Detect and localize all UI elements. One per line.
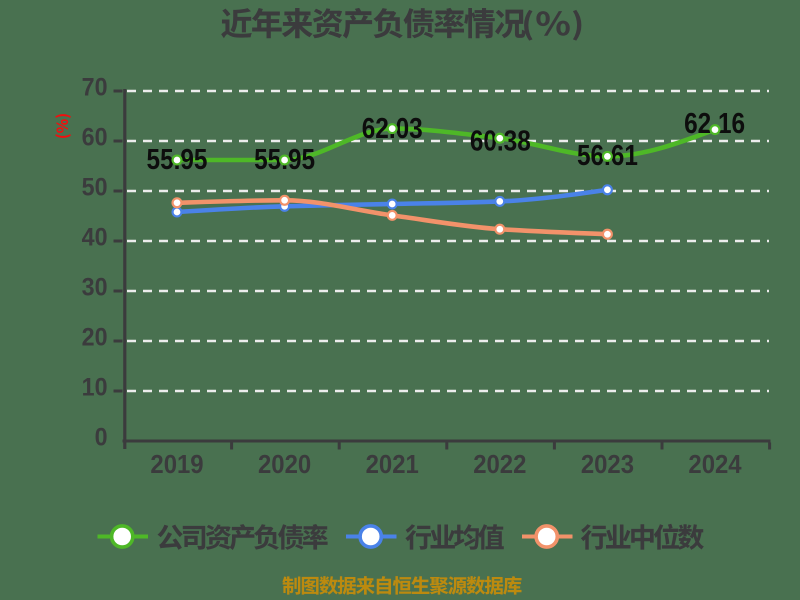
svg-text:2020: 2020	[258, 450, 311, 479]
svg-text:0: 0	[95, 424, 108, 452]
svg-text:70: 70	[82, 74, 108, 102]
svg-text:50: 50	[82, 174, 108, 202]
svg-text:60: 60	[82, 124, 108, 152]
svg-text:2019: 2019	[150, 450, 203, 479]
svg-text:2021: 2021	[366, 450, 419, 479]
svg-text:2023: 2023	[581, 450, 634, 479]
svg-text:10: 10	[82, 374, 108, 402]
svg-text:30: 30	[82, 274, 108, 302]
svg-text:2022: 2022	[473, 450, 526, 479]
svg-text:20: 20	[82, 324, 108, 352]
svg-text:40: 40	[82, 224, 108, 252]
svg-text:2024: 2024	[688, 450, 741, 479]
